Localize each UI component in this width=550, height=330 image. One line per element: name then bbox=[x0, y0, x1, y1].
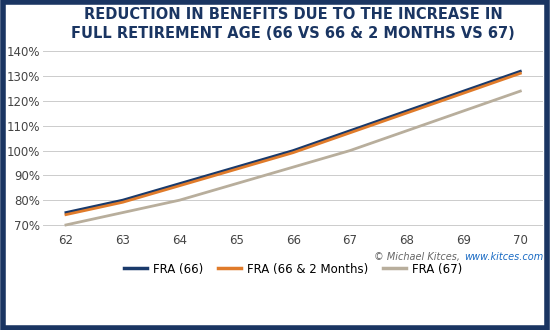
FRA (66 & 2 Months) bbox=[176, 184, 183, 188]
FRA (66) bbox=[517, 69, 524, 73]
FRA (66 & 2 Months) bbox=[517, 71, 524, 75]
FRA (67) bbox=[404, 129, 410, 133]
FRA (67) bbox=[460, 109, 467, 113]
FRA (66) bbox=[346, 129, 353, 133]
FRA (67) bbox=[233, 182, 240, 185]
FRA (67) bbox=[176, 198, 183, 202]
FRA (66) bbox=[176, 182, 183, 185]
FRA (67) bbox=[63, 223, 69, 227]
FRA (67) bbox=[346, 148, 353, 152]
FRA (66 & 2 Months) bbox=[233, 167, 240, 171]
Title: REDUCTION IN BENEFITS DUE TO THE INCREASE IN
FULL RETIREMENT AGE (66 VS 66 & 2 M: REDUCTION IN BENEFITS DUE TO THE INCREAS… bbox=[72, 7, 515, 41]
FRA (66 & 2 Months) bbox=[63, 213, 69, 216]
Text: www.kitces.com: www.kitces.com bbox=[464, 252, 543, 262]
FRA (67) bbox=[290, 165, 296, 169]
FRA (67) bbox=[119, 211, 126, 214]
Text: © Michael Kitces,: © Michael Kitces, bbox=[374, 252, 463, 262]
Line: FRA (67): FRA (67) bbox=[66, 91, 520, 225]
FRA (66 & 2 Months) bbox=[404, 111, 410, 115]
FRA (66) bbox=[290, 148, 296, 152]
FRA (66) bbox=[119, 198, 126, 202]
FRA (66) bbox=[404, 109, 410, 113]
FRA (66) bbox=[233, 165, 240, 169]
FRA (66 & 2 Months) bbox=[460, 91, 467, 95]
FRA (66 & 2 Months) bbox=[346, 131, 353, 135]
Line: FRA (66): FRA (66) bbox=[66, 71, 520, 213]
FRA (66 & 2 Months) bbox=[119, 200, 126, 204]
FRA (67) bbox=[517, 89, 524, 93]
FRA (66) bbox=[460, 89, 467, 93]
FRA (66 & 2 Months) bbox=[290, 151, 296, 155]
FRA (66) bbox=[63, 211, 69, 214]
Legend: FRA (66), FRA (66 & 2 Months), FRA (67): FRA (66), FRA (66 & 2 Months), FRA (67) bbox=[119, 258, 467, 281]
Line: FRA (66 & 2 Months): FRA (66 & 2 Months) bbox=[66, 73, 520, 214]
